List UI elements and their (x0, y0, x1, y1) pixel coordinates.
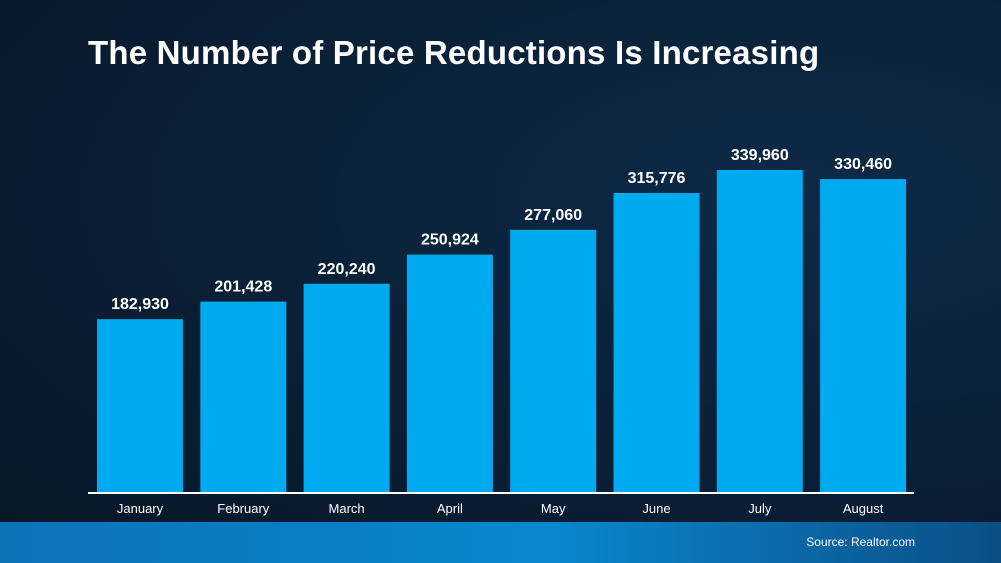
footer-bar: Source: Realtor.com (0, 522, 1001, 563)
value-labels-group: 182,930 201,428 220,240 250,924 277,060 315,7… (111, 147, 892, 313)
category-labels-group: January February March April May June July Augu… (117, 501, 884, 516)
value-label-june: 315,776 (628, 170, 686, 187)
category-label-april: April (437, 501, 463, 516)
bar-february (200, 301, 287, 493)
value-label-february: 201,428 (214, 279, 272, 296)
value-label-july: 339,960 (731, 147, 789, 164)
category-label-may: May (541, 501, 566, 516)
bars-group (97, 170, 907, 494)
value-label-august: 330,460 (834, 156, 892, 173)
source-note: Source: Realtor.com (806, 535, 915, 549)
value-label-march: 220,240 (318, 261, 376, 278)
value-label-january: 182,930 (111, 296, 169, 313)
bar-may (510, 229, 597, 494)
category-label-march: March (329, 501, 365, 516)
category-label-june: June (642, 501, 670, 516)
bar-january (97, 319, 183, 493)
category-label-august: August (843, 501, 884, 516)
bar-march (303, 283, 390, 493)
category-label-january: January (117, 501, 164, 516)
bar-april (406, 254, 493, 493)
category-label-july: July (748, 501, 772, 516)
category-label-february: February (217, 501, 270, 516)
value-label-may: 277,060 (524, 207, 582, 224)
bar-june (613, 193, 700, 493)
bar-august (820, 179, 907, 493)
bar-july (716, 170, 803, 493)
value-label-april: 250,924 (421, 232, 479, 249)
page-title: The Number of Price Reductions Is Increa… (88, 34, 820, 71)
